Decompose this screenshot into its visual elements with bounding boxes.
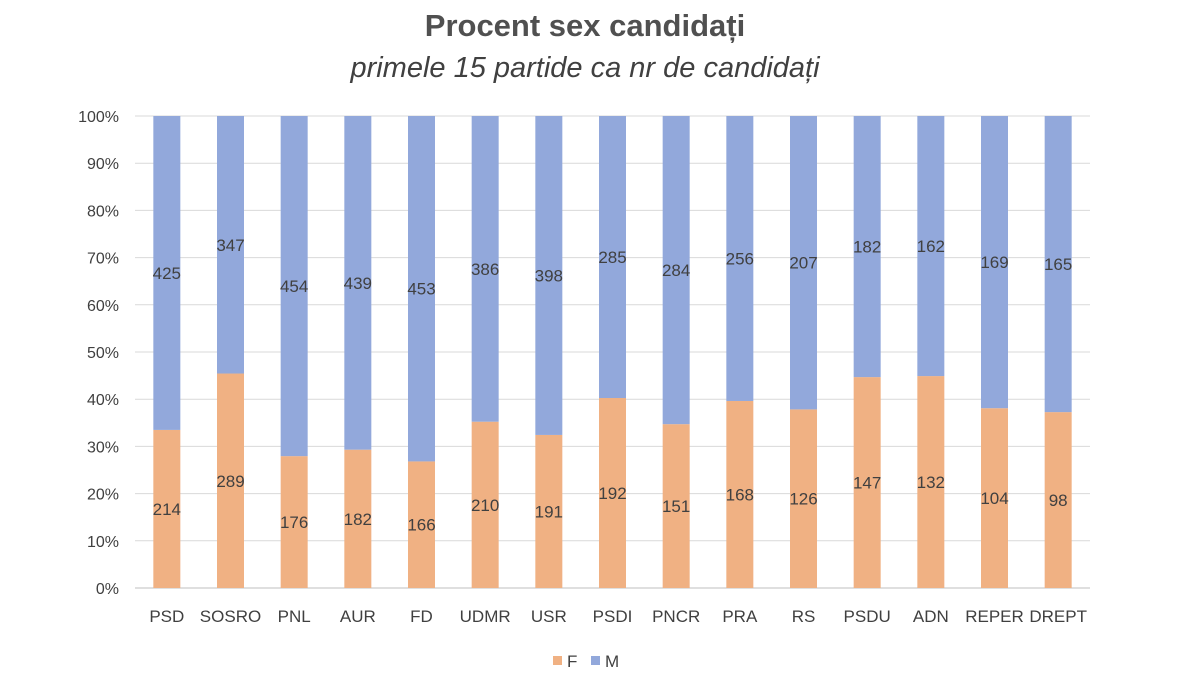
x-category-label: PNL <box>278 607 311 626</box>
x-category-label: AUR <box>340 607 376 626</box>
bar-segment-m <box>981 116 1008 409</box>
x-category-label: RS <box>792 607 816 626</box>
data-label-f: 132 <box>917 473 945 492</box>
bar-segment-f <box>471 421 499 588</box>
bar-segment-f <box>535 434 563 588</box>
chart-title: Procent sex candidați <box>424 8 746 43</box>
x-category-label: DREPT <box>1029 607 1087 626</box>
data-label-f: 166 <box>407 516 435 535</box>
x-category-label: PRA <box>722 607 758 626</box>
data-label-m: 398 <box>535 266 563 285</box>
legend-swatch <box>591 656 600 665</box>
bar-segment-f <box>1044 412 1072 588</box>
data-label-f: 192 <box>598 484 626 503</box>
bar-segment-f <box>853 377 881 588</box>
bar-segment-f <box>790 409 817 588</box>
data-label-m: 285 <box>598 248 626 267</box>
y-tick-label: 40% <box>87 392 119 409</box>
y-tick-label: 90% <box>87 156 119 173</box>
bar-segment-f <box>981 408 1008 588</box>
y-tick-label: 30% <box>87 439 119 456</box>
bar-segment-m <box>790 116 817 410</box>
x-category-label: PSDU <box>844 607 891 626</box>
bar-segment-f <box>217 373 244 588</box>
x-category-label: ADN <box>913 607 949 626</box>
data-label-f: 289 <box>216 472 244 491</box>
bar-segment-m <box>344 116 372 450</box>
bar-segment-f <box>662 424 690 588</box>
bar-segment-f <box>599 398 626 588</box>
bar-segment-f <box>726 400 754 588</box>
data-label-m: 182 <box>853 238 881 257</box>
bar-segment-f <box>280 456 308 588</box>
data-label-m: 165 <box>1044 255 1072 274</box>
data-label-m: 169 <box>980 253 1008 272</box>
x-category-label: FD <box>410 607 433 626</box>
x-category-label: SOSRO <box>200 607 261 626</box>
data-label-f: 168 <box>726 485 754 504</box>
data-label-m: 284 <box>662 261 690 280</box>
bar-segment-m <box>217 116 244 374</box>
data-label-m: 454 <box>280 277 308 296</box>
data-label-m: 425 <box>153 264 181 283</box>
bar-segment-f <box>917 376 945 588</box>
y-tick-label: 50% <box>87 345 119 362</box>
data-label-f: 104 <box>980 489 1008 508</box>
x-category-label: UDMR <box>460 607 511 626</box>
x-axis-categories: PSD SOSRO PNL AUR FD UDMR USR PSDI PNCR PRA RS PSDU… <box>149 607 1087 626</box>
bar-segment-m <box>917 116 945 377</box>
legend-swatch <box>553 656 562 665</box>
legend-label: M <box>605 652 619 671</box>
data-label-f: 210 <box>471 496 499 515</box>
chart-subtitle: primele 15 partide ca nr de candidați <box>350 52 820 84</box>
data-label-f: 98 <box>1049 491 1068 510</box>
x-category-label: PSDI <box>593 607 633 626</box>
data-label-f: 176 <box>280 513 308 532</box>
data-label-m: 347 <box>216 236 244 255</box>
bar-segment-f <box>344 449 372 588</box>
bar-segment-m <box>153 116 181 430</box>
y-tick-label: 80% <box>87 203 119 220</box>
data-label-f: 191 <box>535 502 563 521</box>
x-category-label: PSD <box>149 607 184 626</box>
data-label-m: 207 <box>789 254 817 273</box>
y-tick-label: 0% <box>96 581 119 598</box>
data-label-f: 182 <box>344 510 372 529</box>
data-label-f: 147 <box>853 474 881 493</box>
y-tick-label: 20% <box>87 487 119 504</box>
data-label-m: 453 <box>407 280 435 299</box>
x-category-label: REPER <box>965 607 1024 626</box>
bar-segment-f <box>153 429 181 588</box>
bar-segment-m <box>408 116 435 462</box>
data-label-m: 439 <box>344 274 372 293</box>
y-tick-label: 70% <box>87 251 119 268</box>
bar-segment-m <box>662 116 690 425</box>
bar-segment-m <box>280 116 308 457</box>
data-label-m: 162 <box>917 237 945 256</box>
y-axis-ticks: 0% 10% 20% 30% 40% 50% 60% 70% 80% 90% 100% <box>78 109 119 598</box>
legend-label: F <box>567 652 577 671</box>
data-labels: 214 425 289 347 176 454 182 439 166 453 210 386 191 3… <box>153 236 1073 535</box>
bar-segment-m <box>471 116 499 422</box>
bar-segment-m <box>726 116 754 401</box>
bar-segment-m <box>853 116 881 378</box>
y-tick-label: 10% <box>87 534 119 551</box>
bar-segment-m <box>1044 116 1072 413</box>
x-category-label: PNCR <box>652 607 700 626</box>
bars <box>153 116 1072 588</box>
data-label-f: 126 <box>789 490 817 509</box>
bar-segment-m <box>535 116 563 435</box>
data-label-f: 151 <box>662 497 690 516</box>
bar-segment-f <box>408 461 435 588</box>
y-tick-label: 60% <box>87 298 119 315</box>
data-label-f: 214 <box>153 500 181 519</box>
x-category-label: USR <box>531 607 567 626</box>
bar-segment-m <box>599 116 626 399</box>
data-label-m: 256 <box>726 249 754 268</box>
y-tick-label: 100% <box>78 109 119 126</box>
data-label-m: 386 <box>471 260 499 279</box>
